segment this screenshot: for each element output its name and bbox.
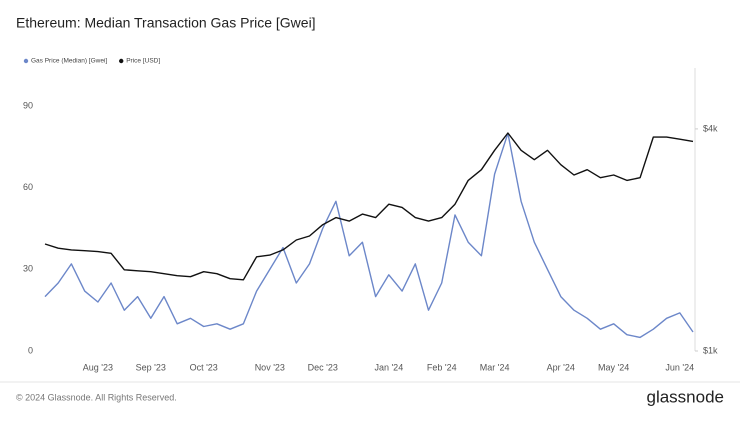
x-tick-label: Sep '23 xyxy=(136,362,166,372)
x-tick-label: May '24 xyxy=(598,362,629,372)
x-tick-label: Oct '23 xyxy=(190,362,218,372)
x-tick-label: Apr '24 xyxy=(547,362,575,372)
series-line xyxy=(44,132,694,339)
y-tick-label: 90 xyxy=(23,100,33,110)
chart-title: Ethereum: Median Transaction Gas Price [… xyxy=(16,15,316,31)
x-tick-label: Dec '23 xyxy=(308,362,338,372)
y-tick-label: 0 xyxy=(28,345,33,355)
y2-tick-label: $1k xyxy=(703,345,718,355)
x-tick-label: Feb '24 xyxy=(427,362,457,372)
y2-tick-label: $4k xyxy=(703,123,718,133)
x-tick-label: Jun '24 xyxy=(665,362,694,372)
footer: © 2024 Glassnode. All Rights Reserved. xyxy=(16,392,177,402)
series-line xyxy=(44,132,694,281)
x-tick-label: Nov '23 xyxy=(255,362,285,372)
legend-label: Price [USD] xyxy=(126,58,160,65)
legend-swatch xyxy=(119,58,124,64)
y-tick-label: 60 xyxy=(23,182,33,192)
x-tick-label: Mar '24 xyxy=(480,362,510,372)
x-tick-label: Jan '24 xyxy=(374,362,403,372)
legend-swatch xyxy=(23,58,29,64)
x-tick-label: Aug '23 xyxy=(83,362,113,372)
y-tick-label: 30 xyxy=(23,264,33,274)
legend-label: Gas Price (Median) [Gwei] xyxy=(31,58,107,65)
brand: glassnode xyxy=(646,387,724,406)
